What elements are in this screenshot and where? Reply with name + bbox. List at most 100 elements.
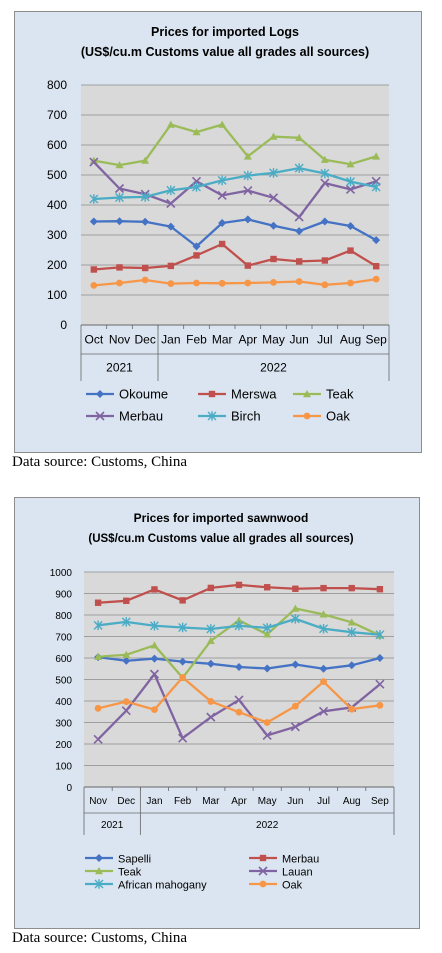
sawn-point-sapelli — [206, 659, 215, 668]
sawn-point-sapelli — [375, 654, 384, 662]
logs-ytick-label: 200 — [47, 258, 67, 272]
logs-ytick-label: 800 — [47, 78, 67, 92]
logs-point-merswa — [321, 257, 329, 264]
sawn-xtick-label: Apr — [231, 796, 247, 807]
logs-point-okoume — [243, 215, 252, 224]
logs-legend-marker — [95, 411, 105, 421]
logs-point-merswa — [90, 266, 98, 273]
logs-point-merbau — [114, 183, 125, 194]
logs-line-birch — [93, 166, 377, 201]
logs-point-teak — [269, 132, 278, 140]
sawn-point-oak — [179, 673, 187, 681]
logs-line-merswa — [93, 242, 377, 271]
logs-point-oak — [295, 278, 303, 285]
logs-point-okoume — [115, 217, 124, 226]
sawn-legend-item-oak: Oak — [249, 880, 303, 892]
sawn-point-lauan — [234, 695, 244, 705]
logs-legend-marker — [208, 390, 216, 398]
sawn-legend-label: Sapelli — [118, 854, 151, 866]
logs-point-birch — [243, 170, 253, 181]
sawn-xtick-label: Jun — [287, 796, 303, 807]
sawn-xtick-label: Mar — [202, 796, 220, 807]
logs-point-oak — [218, 279, 226, 287]
logs-point-oak — [141, 276, 149, 284]
logs-legend-marker — [303, 412, 311, 420]
logs-xtick-label: Aug — [340, 333, 361, 347]
logs-point-merbau — [89, 157, 99, 167]
sawn-title: Prices for imported sawnwood — [134, 511, 309, 525]
sawn-series-oak — [94, 673, 384, 726]
sawn-ytick-label: 500 — [55, 676, 72, 687]
sawn-point-african-mahogany — [234, 620, 244, 631]
sawn-point-merbau — [348, 584, 355, 592]
logs-xtick-label: Oct — [84, 333, 103, 347]
logs-point-oak — [244, 279, 252, 287]
sawn-legend-label: Teak — [118, 867, 142, 879]
logs-point-oak — [193, 279, 200, 287]
logs-point-merbau — [243, 186, 253, 196]
sawn-series-african-mahogany — [93, 614, 385, 640]
sawn-legend-marker — [95, 854, 103, 862]
logs-point-merbau — [166, 198, 176, 209]
sawn-point-oak — [151, 706, 158, 713]
sawn-legend-item-african-mahogany: African mahogany — [85, 879, 207, 892]
sawn-xtick-label: May — [258, 796, 277, 807]
logs-point-birch — [192, 182, 201, 192]
logs-point-okoume — [372, 236, 381, 245]
logs-legend-item-okoume: Okoume — [86, 387, 168, 402]
sawn-point-oak — [376, 701, 384, 709]
sawn-ytick-label: 400 — [55, 697, 72, 708]
logs-series-oak — [90, 275, 380, 289]
logs-point-merswa — [116, 264, 123, 271]
logs-point-birch — [371, 182, 381, 192]
sawn-legend-item-teak: Teak — [85, 867, 142, 879]
sawn-xtick-label: Jan — [146, 796, 162, 807]
sawn-point-merbau — [151, 586, 158, 593]
logs-point-merswa — [347, 247, 354, 254]
logs-xtick-label: Dec — [134, 333, 155, 347]
sawn-point-african-mahogany — [206, 624, 216, 634]
sawn-point-merbau — [292, 585, 299, 592]
logs-point-birch — [320, 168, 330, 179]
logs-point-merbau — [268, 193, 279, 203]
logs-legend-label: Okoume — [119, 387, 168, 402]
sawn-point-sapelli — [178, 657, 187, 666]
sawn-legend-label: African mahogany — [118, 880, 207, 892]
sawn-point-merbau — [235, 581, 243, 589]
logs-point-birch — [166, 185, 176, 196]
sawn-point-oak — [320, 678, 327, 686]
sawn-legend-marker — [259, 854, 267, 862]
logs-legend-marker — [96, 390, 104, 398]
sawn-point-sapelli — [150, 654, 159, 663]
logs-legend-item-merbau: Merbau — [86, 409, 163, 424]
logs-legend-label: Birch — [231, 409, 261, 424]
sawn-ytick-label: 800 — [55, 611, 72, 622]
logs-point-oak — [372, 275, 380, 283]
logs-xtick-label: Feb — [186, 333, 207, 347]
logs-legend-item-birch: Birch — [198, 409, 261, 424]
logs-ytick-label: 100 — [47, 288, 67, 302]
sawn-point-sapelli — [319, 664, 328, 673]
logs-point-okoume — [89, 217, 98, 226]
sawn-year-label: 2021 — [101, 820, 124, 831]
logs-point-merbau — [320, 178, 330, 188]
logs-ytick-label: 700 — [47, 108, 67, 122]
sawn-point-sapelli — [291, 660, 300, 669]
logs-series-merswa — [90, 240, 380, 273]
logs-year-label: 2021 — [106, 361, 133, 375]
logs-line-teak — [93, 123, 377, 167]
sawnwood-chart: Prices for imported sawnwood (US$/cu.m Cu… — [14, 497, 420, 929]
logs-point-oak — [167, 280, 175, 287]
sawn-point-teak — [263, 630, 272, 638]
logs-legend-marker — [303, 390, 311, 398]
logs-legend-item-oak: Oak — [293, 409, 350, 424]
logs-point-teak — [295, 133, 304, 141]
sawn-point-lauan — [178, 733, 188, 743]
logs-legend-marker — [207, 411, 217, 421]
logs-point-birch — [115, 192, 124, 203]
sawn-year-label: 2022 — [256, 820, 279, 831]
sawn-point-lauan — [149, 669, 160, 679]
sawn-point-merbau — [320, 584, 327, 592]
sawnwood-chart-svg: Prices for imported sawnwood (US$/cu.m Cu… — [50, 511, 395, 892]
logs-data-source: Data source: Customs, China — [12, 454, 187, 470]
